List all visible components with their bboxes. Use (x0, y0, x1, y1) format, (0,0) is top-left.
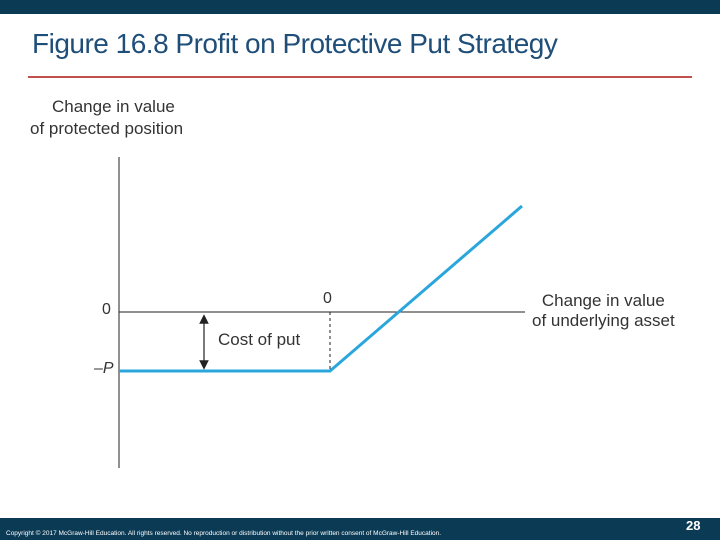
slide-title: Figure 16.8 Profit on Protective Put Str… (32, 28, 558, 59)
title-rule (28, 76, 692, 78)
y-tick-zero: 0 (102, 301, 111, 318)
x-axis-label-line1: Change in value (541, 291, 665, 310)
y-tick-put-cost: –P (94, 360, 114, 377)
page-number: 28 (686, 518, 701, 533)
x-axis-label-line2: of underlying asset (532, 311, 675, 330)
y-axis-label-line1: Change in value (52, 97, 175, 116)
footer-band (0, 518, 720, 540)
x-axis-label: Change in value of underlying asset (532, 291, 675, 331)
y-axis-label-line2: of protected position (30, 119, 184, 138)
copyright-notice: Copyright © 2017 McGraw-Hill Education. … (6, 530, 442, 537)
cost-of-put-label: Cost of put (218, 330, 301, 349)
protective-put-profit-line (119, 204, 523, 373)
top-band (0, 0, 720, 14)
y-axis-label: Change in value of protected position (30, 96, 183, 140)
x-tick-zero: 0 (323, 290, 332, 307)
